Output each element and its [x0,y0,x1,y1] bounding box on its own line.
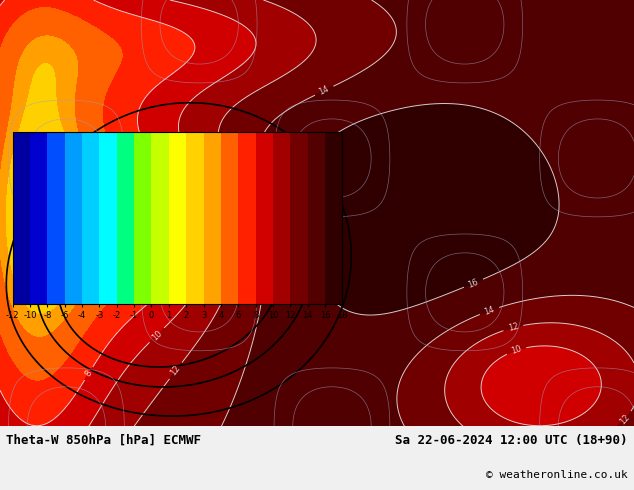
Text: 12: 12 [618,412,631,426]
Text: 14: 14 [318,84,331,97]
Text: 1010: 1010 [24,187,42,209]
Text: 1004: 1004 [91,193,112,213]
Text: Sa 22-06-2024 12:00 UTC (18+90): Sa 22-06-2024 12:00 UTC (18+90) [395,434,628,447]
Text: 12: 12 [507,322,519,333]
Text: 8: 8 [84,369,94,378]
Text: 14: 14 [483,305,496,317]
Text: 16: 16 [467,277,480,290]
Text: 10: 10 [150,328,164,342]
Text: 10: 10 [510,344,523,356]
Text: 12: 12 [169,364,183,378]
Text: Theta-W 850hPa [hPa] ECMWF: Theta-W 850hPa [hPa] ECMWF [6,434,202,447]
Text: © weatheronline.co.uk: © weatheronline.co.uk [486,470,628,480]
Text: 1007: 1007 [58,194,77,217]
